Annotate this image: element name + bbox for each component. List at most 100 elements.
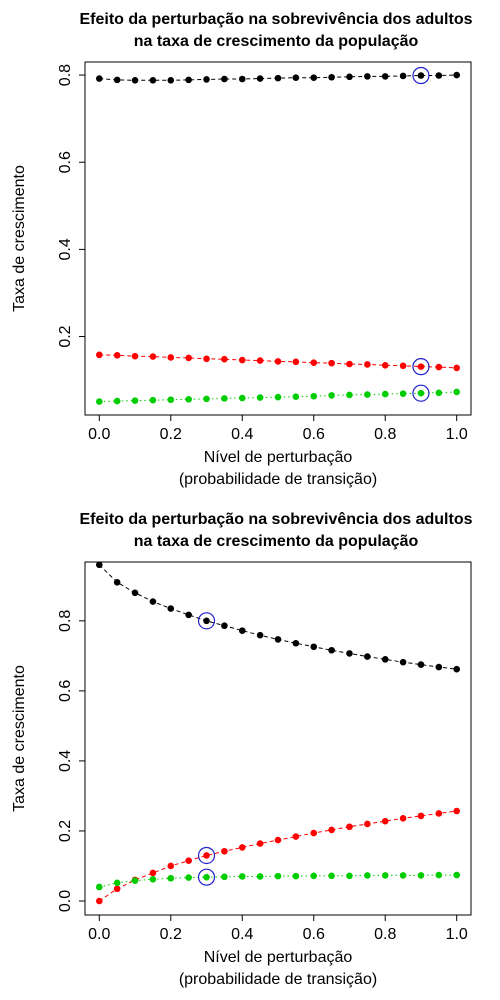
data-point bbox=[310, 829, 318, 837]
chart: Efeito da perturbação na sobrevivência d… bbox=[11, 11, 472, 488]
data-point bbox=[131, 589, 139, 597]
data-point bbox=[238, 627, 246, 634]
data-point bbox=[417, 389, 425, 397]
data-point bbox=[328, 646, 335, 654]
data-point bbox=[346, 360, 353, 368]
data-point bbox=[381, 362, 389, 369]
x-axis-label: (probabilidade de transição) bbox=[179, 471, 377, 488]
x-tick-label: 1.0 bbox=[446, 426, 468, 443]
data-point bbox=[328, 826, 335, 834]
data-point bbox=[328, 392, 335, 399]
data-point bbox=[417, 363, 425, 370]
data-point bbox=[167, 77, 175, 84]
data-point bbox=[95, 883, 103, 891]
highlight-ring bbox=[197, 612, 216, 630]
data-point bbox=[167, 862, 175, 870]
x-tick-label: 0.4 bbox=[231, 426, 253, 443]
data-point bbox=[274, 836, 282, 844]
data-point bbox=[364, 73, 371, 80]
x-tick-label: 0.8 bbox=[374, 926, 396, 943]
x-axis-label: Nível de perturbação bbox=[204, 449, 353, 466]
data-point bbox=[399, 815, 407, 822]
data-point bbox=[435, 389, 443, 397]
data-point bbox=[221, 355, 228, 363]
x-axis-label: Nível de perturbação bbox=[204, 949, 353, 966]
data-point bbox=[364, 872, 371, 879]
x-tick-label: 0.0 bbox=[88, 426, 110, 443]
data-point bbox=[381, 817, 389, 825]
data-point bbox=[256, 394, 264, 401]
data-point bbox=[435, 72, 443, 79]
y-tick-label: 0.6 bbox=[57, 151, 74, 173]
data-point bbox=[310, 359, 318, 367]
data-point bbox=[256, 631, 264, 639]
data-point bbox=[113, 351, 121, 359]
y-axis-label: Taxa de crescimento bbox=[11, 665, 28, 812]
data-point bbox=[167, 605, 175, 612]
data-point bbox=[149, 353, 157, 360]
data-point bbox=[417, 872, 425, 879]
data-point bbox=[417, 812, 425, 820]
data-point bbox=[149, 869, 157, 877]
data-point bbox=[346, 73, 353, 81]
data-point bbox=[149, 875, 157, 883]
data-point bbox=[381, 73, 389, 80]
data-point bbox=[435, 363, 443, 371]
data-point bbox=[435, 810, 443, 817]
data-point bbox=[417, 72, 425, 79]
data-point bbox=[185, 874, 192, 881]
data-point bbox=[238, 394, 246, 402]
data-point bbox=[274, 393, 282, 401]
data-point bbox=[185, 354, 192, 362]
data-point bbox=[399, 872, 407, 879]
y-axis-label: Taxa de crescimento bbox=[11, 165, 28, 312]
data-point bbox=[453, 871, 461, 879]
data-point bbox=[221, 847, 228, 855]
data-point bbox=[435, 663, 443, 671]
x-tick-label: 0.2 bbox=[160, 926, 182, 943]
y-tick-label: 0.6 bbox=[57, 680, 74, 702]
data-point bbox=[256, 873, 264, 880]
chart-title: Efeito da perturbação na sobrevivência d… bbox=[80, 511, 473, 528]
data-point bbox=[95, 897, 103, 905]
data-point bbox=[185, 396, 192, 403]
highlight-ring bbox=[197, 846, 216, 865]
data-point bbox=[346, 823, 353, 831]
data-point bbox=[453, 388, 461, 396]
data-point bbox=[256, 75, 264, 82]
data-point bbox=[238, 873, 246, 880]
data-point bbox=[203, 395, 210, 403]
x-tick-label: 0.2 bbox=[160, 426, 182, 443]
data-point bbox=[113, 879, 121, 887]
data-point bbox=[292, 74, 300, 81]
data-point bbox=[149, 396, 157, 404]
data-point bbox=[149, 598, 157, 605]
data-point bbox=[185, 611, 192, 619]
data-point bbox=[346, 391, 353, 399]
series-line bbox=[99, 391, 457, 402]
data-point bbox=[417, 661, 425, 668]
data-point bbox=[310, 74, 318, 81]
data-point bbox=[364, 820, 371, 828]
data-point bbox=[328, 872, 335, 880]
data-point bbox=[238, 75, 246, 83]
y-tick-label: 0.8 bbox=[57, 610, 74, 632]
x-axis-label: (probabilidade de transição) bbox=[179, 971, 377, 988]
data-point bbox=[238, 356, 246, 364]
data-point bbox=[453, 807, 461, 815]
x-tick-label: 0.8 bbox=[374, 426, 396, 443]
data-point bbox=[167, 354, 175, 361]
data-point bbox=[328, 359, 335, 367]
data-point bbox=[221, 395, 228, 402]
data-point bbox=[131, 77, 139, 84]
data-point bbox=[221, 75, 228, 83]
data-point bbox=[149, 77, 157, 84]
series-line bbox=[98, 564, 457, 670]
data-point bbox=[399, 658, 407, 666]
data-point bbox=[238, 844, 246, 851]
highlight-ring bbox=[412, 358, 430, 376]
data-point bbox=[364, 653, 371, 660]
data-point bbox=[310, 872, 318, 880]
y-tick-label: 0.0 bbox=[57, 890, 74, 912]
